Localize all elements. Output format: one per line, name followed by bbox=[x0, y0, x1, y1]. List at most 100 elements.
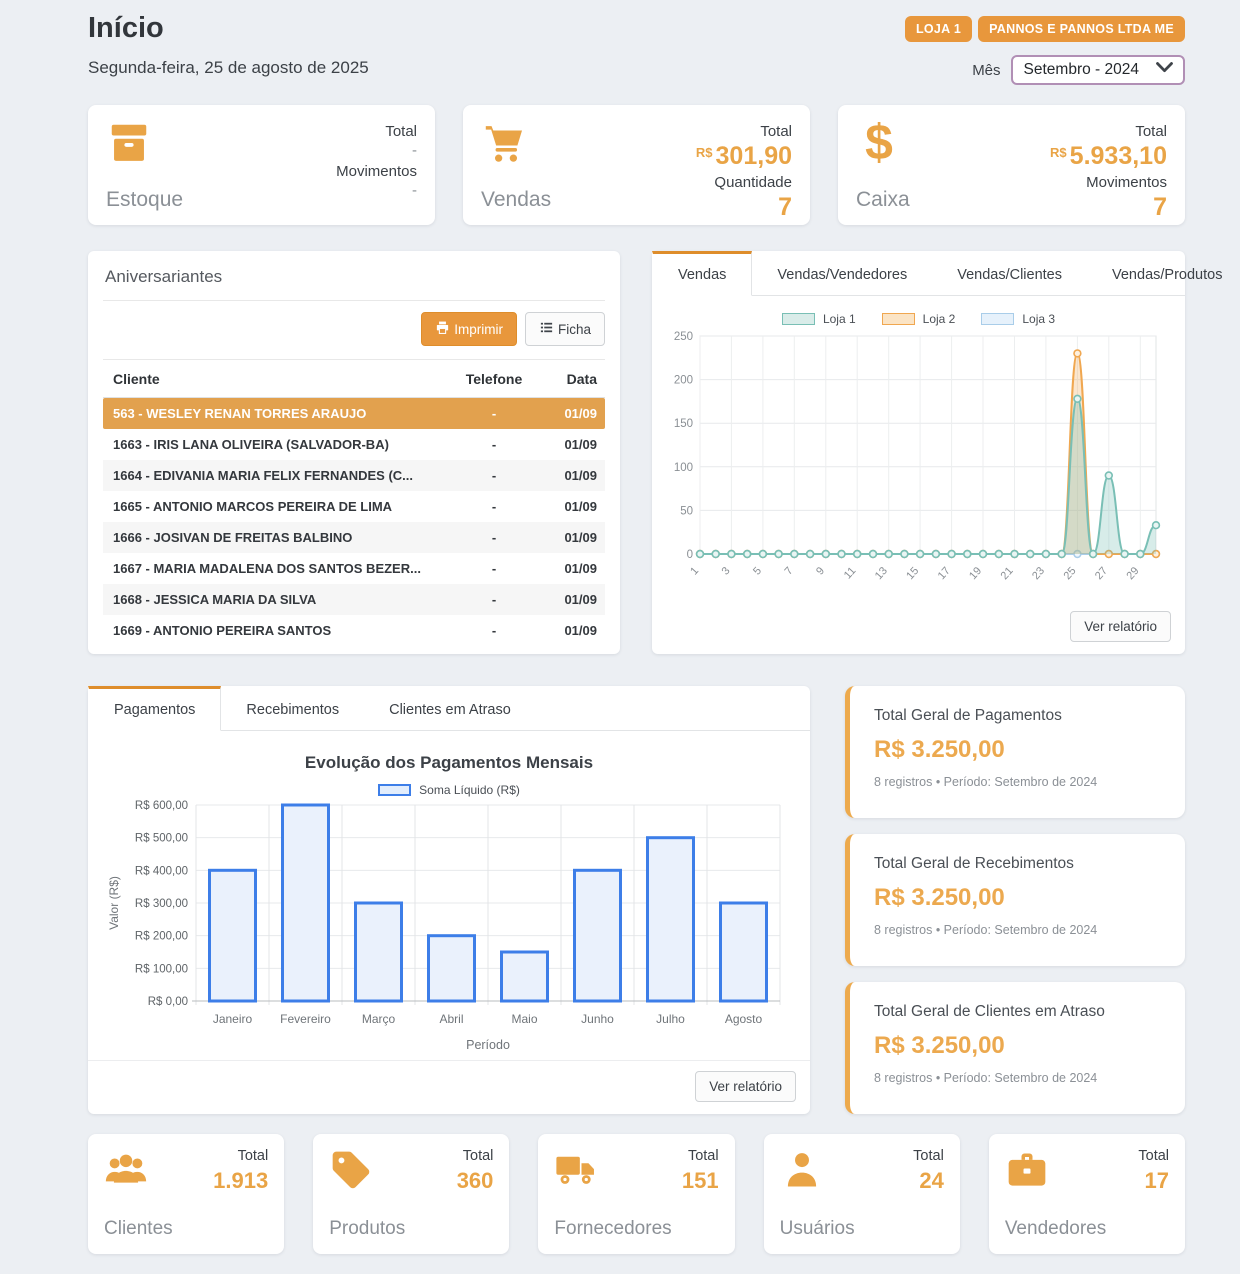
cell-cliente: 1665 - ANTONIO MARCOS PEREIRA DE LIMA bbox=[113, 499, 393, 514]
cell-telefone: - bbox=[491, 437, 497, 452]
table-row[interactable]: 1667 - MARIA MADALENA DOS SANTOS BEZER..… bbox=[103, 553, 605, 584]
cell-data: 01/09 bbox=[564, 592, 597, 607]
month-select-value: Setembro - 2024 bbox=[1023, 61, 1139, 78]
table-row[interactable]: 563 - WESLEY RENAN TORRES ARAUJO - 01/09 bbox=[103, 398, 605, 429]
stat-card-clientes: Total 1.913 Clientes bbox=[88, 1134, 285, 1254]
stat-card-produtos: Total 360 Produtos bbox=[313, 1134, 510, 1254]
stat-value: 7 bbox=[778, 193, 792, 221]
stat-card-label: Clientes bbox=[104, 1218, 173, 1239]
total-card-value: R$ 3.250,00 bbox=[874, 884, 1005, 911]
svg-text:R$ 500,00: R$ 500,00 bbox=[135, 833, 188, 845]
column-cliente: Cliente bbox=[113, 371, 160, 387]
column-data: Data bbox=[566, 371, 597, 387]
cell-telefone: - bbox=[491, 623, 497, 638]
payments-chart-title: Evolução dos Pagamentos Mensais bbox=[304, 753, 594, 772]
stat-label: Total bbox=[913, 1148, 944, 1164]
stat-label: Total bbox=[237, 1148, 269, 1164]
sales-tab-vendas-clientes[interactable]: Vendas/Clientes bbox=[932, 251, 1087, 295]
person-icon bbox=[780, 1148, 824, 1197]
cell-cliente: 1664 - EDIVANIA MARIA FELIX FERNANDES (C… bbox=[113, 468, 413, 483]
cell-telefone: - bbox=[491, 468, 497, 483]
total-card-meta: 8 registros • Período: Setembro de 2024 bbox=[874, 775, 1098, 789]
top-stat-cards: Estoque Total - Movimentos - Vendas Total… bbox=[88, 105, 1185, 225]
total-card-title: Total Geral de Recebimentos bbox=[874, 855, 1074, 872]
stat-card-fornecedores: Total 151 Fornecedores bbox=[538, 1134, 735, 1254]
legend-swatch bbox=[378, 784, 412, 796]
stat-value: R$ 5.933,10 bbox=[1050, 142, 1167, 171]
svg-text:Agosto: Agosto bbox=[725, 1012, 763, 1026]
svg-text:5: 5 bbox=[751, 565, 764, 578]
total-card-title: Total Geral de Clientes em Atraso bbox=[874, 1003, 1105, 1020]
ficha-button[interactable]: Ficha bbox=[524, 312, 605, 346]
print-button[interactable]: Imprimir bbox=[421, 312, 517, 346]
list-icon bbox=[539, 320, 554, 338]
payments-panel: Pagamentos Recebimentos Clientes em Atraso… bbox=[88, 686, 810, 1114]
svg-text:200: 200 bbox=[674, 375, 693, 387]
sales-tabs: Vendas Vendas/Vendedores Vendas/Clientes Ve… bbox=[652, 251, 1222, 296]
header-badge-0[interactable]: LOJA 1 bbox=[904, 16, 973, 42]
svg-text:25: 25 bbox=[1062, 565, 1079, 582]
svg-text:Julho: Julho bbox=[656, 1012, 685, 1026]
stat-label: Movimentos bbox=[336, 162, 417, 180]
cell-cliente: 1663 - IRIS LANA OLIVEIRA (SALVADOR-BA) bbox=[113, 437, 389, 452]
legend-item-loja-3: Loja 3 bbox=[981, 312, 1055, 326]
legend-item-loja-1: Loja 1 bbox=[781, 312, 856, 326]
svg-text:100: 100 bbox=[674, 462, 693, 474]
sales-tab-vendas-produtos[interactable]: Vendas/Produtos bbox=[1087, 251, 1240, 295]
stat-label: Total bbox=[1138, 1148, 1170, 1164]
table-row[interactable]: 1666 - JOSIVAN DE FREITAS BALBINO - 01/0… bbox=[103, 522, 605, 553]
cell-telefone: - bbox=[491, 592, 497, 607]
legend-swatch bbox=[981, 313, 1015, 325]
payments-tab-pagamentos[interactable]: Pagamentos bbox=[88, 686, 222, 731]
cell-telefone: - bbox=[491, 530, 497, 545]
totals-cards: Total Geral de Pagamentos R$ 3.250,00 8 … bbox=[845, 686, 1185, 1114]
cell-telefone: - bbox=[491, 499, 497, 514]
cell-data: 01/09 bbox=[564, 437, 597, 452]
stat-card-label: Caixa bbox=[856, 188, 910, 211]
svg-text:13: 13 bbox=[873, 565, 890, 582]
svg-text:11: 11 bbox=[842, 565, 859, 582]
total-card-value: R$ 3.250,00 bbox=[874, 736, 1005, 763]
sales-report-button[interactable]: Ver relatório bbox=[1070, 611, 1171, 642]
cell-cliente: 1667 - MARIA MADALENA DOS SANTOS BEZER..… bbox=[113, 561, 421, 576]
stat-value: 24 bbox=[919, 1168, 944, 1193]
stat-value: 1.913 bbox=[213, 1168, 269, 1193]
table-row[interactable]: 1665 - ANTONIO MARCOS PEREIRA DE LIMA - … bbox=[103, 491, 605, 522]
payments-tab-clientes-em-atraso[interactable]: Clientes em Atraso bbox=[364, 686, 536, 730]
table-row[interactable]: 1663 - IRIS LANA OLIVEIRA (SALVADOR-BA) … bbox=[103, 429, 605, 460]
table-row[interactable]: 1664 - EDIVANIA MARIA FELIX FERNANDES (C… bbox=[103, 460, 605, 491]
svg-text:R$ 400,00: R$ 400,00 bbox=[135, 865, 188, 877]
cell-cliente: 1666 - JOSIVAN DE FREITAS BALBINO bbox=[113, 530, 353, 545]
total-card-total-geral-de-recebimentos: Total Geral de Recebimentos R$ 3.250,00 … bbox=[845, 834, 1185, 966]
cell-data: 01/09 bbox=[564, 530, 597, 545]
cell-data: 01/09 bbox=[564, 468, 597, 483]
stat-value: - bbox=[412, 182, 417, 199]
birthdays-panel: Aniversariantes Imprimir Ficha Cliente T… bbox=[88, 251, 620, 654]
svg-text:9: 9 bbox=[814, 565, 827, 578]
payments-report-button[interactable]: Ver relatório bbox=[695, 1071, 796, 1102]
table-row[interactable]: 1669 - ANTONIO PEREIRA SANTOS - 01/09 bbox=[103, 615, 605, 646]
payments-tabs: Pagamentos Recebimentos Clientes em Atraso bbox=[88, 686, 810, 731]
stat-card-caixa: $ Caixa Total R$ 5.933,10 Movimentos 7 bbox=[838, 105, 1185, 225]
total-card-total-geral-de-pagamentos: Total Geral de Pagamentos R$ 3.250,00 8 … bbox=[845, 686, 1185, 818]
header-badges: LOJA 1 PANNOS E PANNOS LTDA ME bbox=[904, 16, 1185, 42]
month-select[interactable]: Setembro - 2024 bbox=[1010, 55, 1185, 85]
cell-cliente: 1668 - JESSICA MARIA DA SILVA bbox=[113, 592, 317, 607]
stat-label: Total bbox=[687, 1148, 719, 1164]
legend-swatch bbox=[881, 313, 915, 325]
header-badge-1[interactable]: PANNOS E PANNOS LTDA ME bbox=[978, 16, 1185, 42]
cell-telefone: - bbox=[491, 561, 497, 576]
sales-tab-vendas[interactable]: Vendas bbox=[652, 251, 753, 296]
dollar-icon: $ bbox=[856, 114, 910, 171]
svg-text:15: 15 bbox=[904, 565, 921, 582]
stat-card-vendas: Vendas Total R$ 301,90 Quantidade 7 bbox=[463, 105, 810, 225]
stat-value: 360 bbox=[456, 1168, 494, 1193]
cell-data: 01/09 bbox=[564, 499, 597, 514]
svg-text:R$ 300,00: R$ 300,00 bbox=[135, 898, 188, 910]
sales-tab-vendas-vendedores[interactable]: Vendas/Vendedores bbox=[752, 251, 932, 295]
payments-tab-recebimentos[interactable]: Recebimentos bbox=[221, 686, 364, 730]
svg-text:23: 23 bbox=[1030, 565, 1047, 582]
sales-chart-legend: Loja 1 Loja 2 Loja 3 bbox=[664, 312, 1173, 326]
table-row[interactable]: 1668 - JESSICA MARIA DA SILVA - 01/09 bbox=[103, 584, 605, 615]
